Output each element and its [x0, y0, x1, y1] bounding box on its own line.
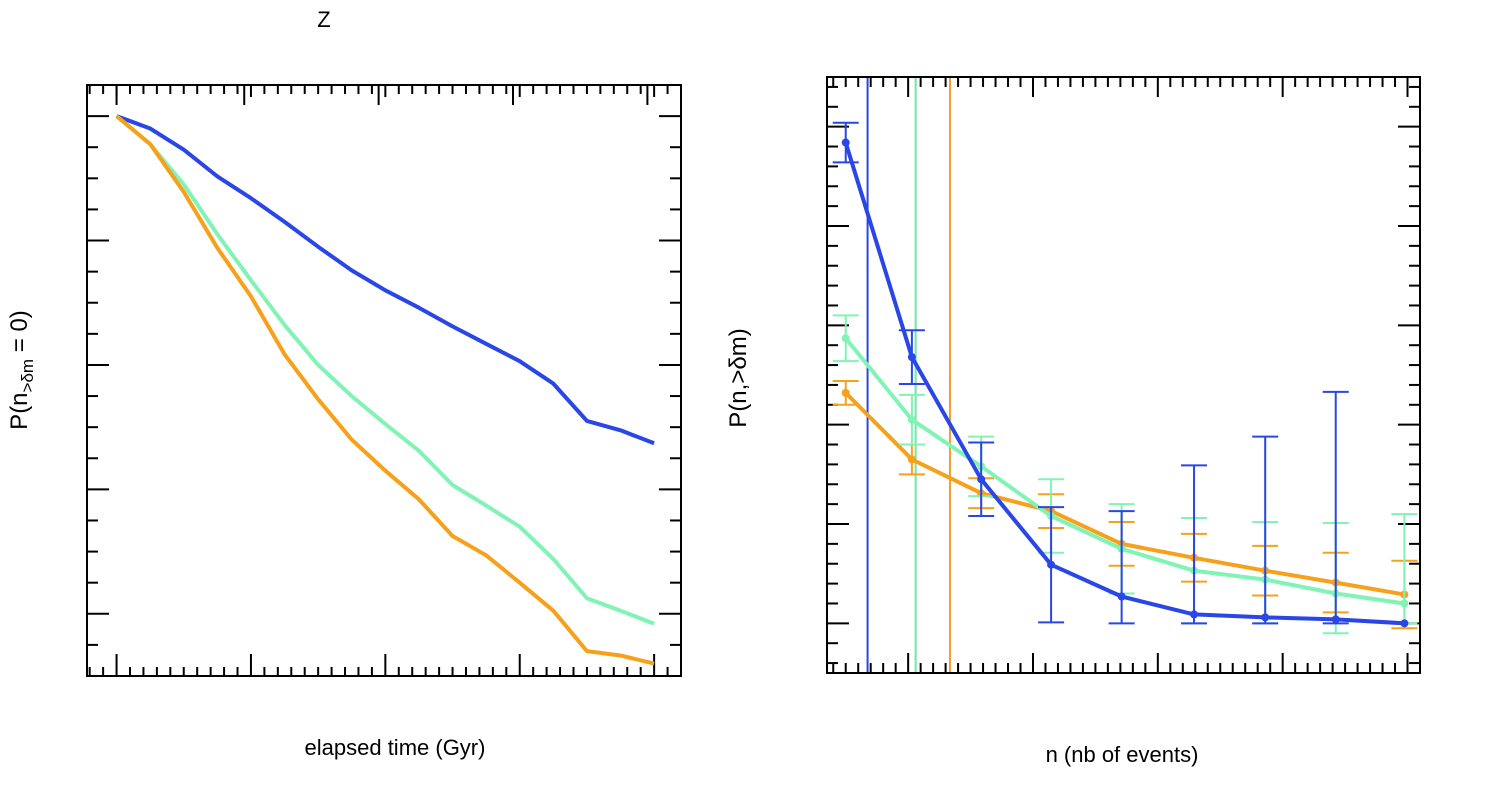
data-point — [841, 388, 850, 397]
data-point — [977, 475, 986, 484]
right-series-line — [844, 391, 1405, 597]
data-point — [1400, 599, 1409, 608]
left-series-line — [115, 114, 655, 666]
right-chart: n (nb of events) P(n,>δm) — [725, 76, 1421, 767]
left-x-axis-label: elapsed time (Gyr) — [305, 735, 486, 760]
data-point — [907, 353, 916, 362]
left-plot-frame — [86, 84, 682, 677]
top-axis-label: Z — [317, 7, 330, 32]
left-y-axis-label-main: P(n — [6, 392, 33, 429]
left-chart: Z elapsed time (Gyr) P(n>δm = 0) — [6, 7, 682, 760]
data-point — [1117, 592, 1126, 601]
right-x-axis-label: n (nb of events) — [1046, 742, 1199, 767]
data-point — [907, 455, 916, 464]
left-y-axis-label-tail: = 0) — [6, 310, 33, 359]
left-series-line — [115, 114, 655, 626]
right-y-axis-label: P(n,>δm) — [725, 328, 752, 427]
data-point — [907, 415, 916, 424]
data-point — [841, 334, 850, 343]
data-point — [1331, 615, 1340, 624]
right-plot-frame — [826, 76, 1421, 674]
right-series-line — [844, 336, 1405, 606]
data-point — [1261, 613, 1270, 622]
data-point — [1400, 619, 1409, 628]
left-y-axis-label-subscript: >δm — [18, 359, 37, 393]
left-y-axis-label: P(n>δm = 0) — [6, 310, 37, 430]
data-point — [1190, 610, 1199, 619]
data-point — [841, 138, 850, 147]
left-series-line — [115, 114, 655, 446]
data-point — [1047, 560, 1056, 569]
